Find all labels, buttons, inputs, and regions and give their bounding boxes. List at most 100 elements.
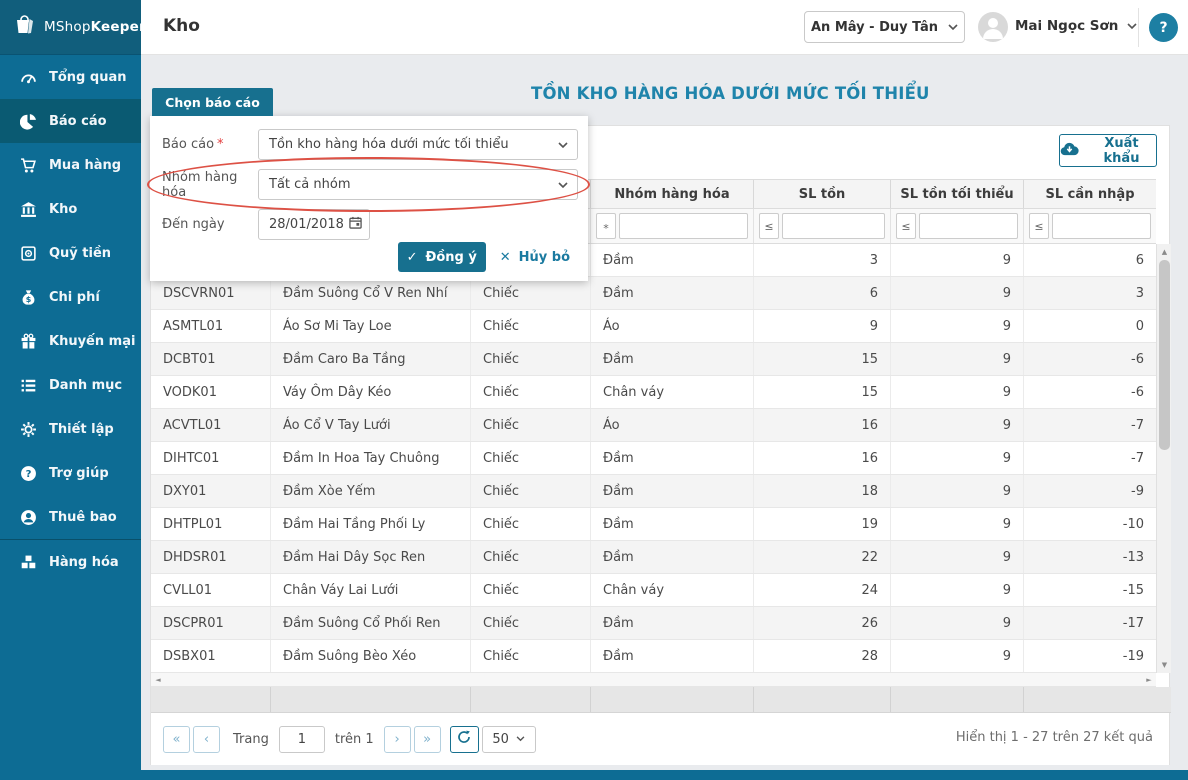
page-number-input[interactable]	[279, 726, 325, 753]
bottom-accent-strip	[0, 770, 1188, 780]
table-row[interactable]: VODK01 Váy Ôm Dây Kéo Chiếc Chân váy 15 …	[151, 376, 1156, 409]
refresh-button[interactable]	[450, 726, 479, 753]
confirm-button[interactable]: ✓ Đồng ý	[398, 242, 486, 272]
table-row[interactable]: DCBT01 Đầm Caro Ba Tầng Chiếc Đầm 15 9 -…	[151, 343, 1156, 376]
cell-need: 6	[1024, 244, 1156, 276]
scroll-left-icon[interactable]: ◄	[151, 673, 165, 687]
filter-operator-button[interactable]: ≤	[896, 213, 916, 239]
vertical-scroll-thumb[interactable]	[1159, 260, 1170, 450]
cell-name: Váy Ôm Dây Kéo	[271, 376, 471, 408]
user-avatar[interactable]	[978, 12, 1008, 42]
cell-group: Đầm	[591, 442, 754, 474]
sidebar-item-danh-muc[interactable]: Danh mục	[0, 363, 141, 407]
col-header-need[interactable]: SL cần nhập	[1024, 180, 1156, 208]
cell-stock: 9	[754, 310, 891, 342]
cell-need: -19	[1024, 640, 1156, 672]
store-selector-dropdown[interactable]: An Mây - Duy Tân	[804, 11, 965, 43]
sidebar-item-thiet-lap[interactable]: Thiết lập	[0, 407, 141, 451]
sidebar-item-thue-bao[interactable]: Thuê bao	[0, 495, 141, 539]
sidebar-item-kho[interactable]: Kho	[0, 187, 141, 231]
cell-code: DHDSR01	[151, 541, 271, 573]
table-row[interactable]: ACVTL01 Áo Cổ V Tay Lưới Chiếc Áo 16 9 -…	[151, 409, 1156, 442]
table-row[interactable]: CVLL01 Chân Váy Lai Lưới Chiếc Chân váy …	[151, 574, 1156, 607]
sidebar-item-label: Khuyến mại	[49, 334, 135, 349]
cell-code: ACVTL01	[151, 409, 271, 441]
sidebar-item-mua-hang[interactable]: Mua hàng	[0, 143, 141, 187]
chevron-down-icon	[1127, 23, 1137, 30]
svg-text:$: $	[26, 294, 32, 303]
col-header-group[interactable]: Nhóm hàng hóa	[591, 180, 754, 208]
sidebar-item-hang-hoa[interactable]: Hàng hóa	[0, 540, 141, 584]
cell-unit: Chiếc	[471, 442, 591, 474]
user-menu[interactable]: Mai Ngọc Sơn	[1015, 18, 1137, 34]
cell-group: Áo	[591, 409, 754, 441]
cell-need: -6	[1024, 343, 1156, 375]
last-page-button[interactable]: »	[414, 726, 441, 753]
sidebar-item-khuyen-mai[interactable]: Khuyến mại	[0, 319, 141, 363]
cell-min-stock: 9	[891, 409, 1024, 441]
table-row[interactable]: DSCVRN01 Đầm Suông Cổ V Ren Nhí Chiếc Đầ…	[151, 277, 1156, 310]
table-row[interactable]: DSBX01 Đầm Suông Bèo Xéo Chiếc Đầm 28 9 …	[151, 640, 1156, 673]
store-name: An Mây - Duy Tân	[811, 20, 938, 35]
chevron-down-icon	[948, 24, 958, 31]
filter-operator-button[interactable]: ≤	[759, 213, 779, 239]
cell-min-stock: 9	[891, 640, 1024, 672]
cell-unit: Chiếc	[471, 607, 591, 639]
first-page-button[interactable]: «	[163, 726, 190, 753]
filter-input-stock[interactable]	[782, 213, 885, 239]
choose-report-button[interactable]: Chọn báo cáo	[152, 88, 273, 116]
table-row[interactable]: DIHTC01 Đầm In Hoa Tay Chuông Chiếc Đầm …	[151, 442, 1156, 475]
filter-operator-button[interactable]: *	[596, 213, 616, 239]
cell-need: -10	[1024, 508, 1156, 540]
report-title: TỒN KHO HÀNG HÓA DƯỚI MỨC TỐI THIỂU	[531, 84, 930, 103]
next-page-button[interactable]: ›	[384, 726, 411, 753]
filter-input-need[interactable]	[1052, 213, 1151, 239]
prev-page-button[interactable]: ‹	[193, 726, 220, 753]
cancel-button[interactable]: ✕ Hủy bỏ	[500, 250, 570, 265]
dashboard-gauge-icon	[20, 69, 37, 86]
export-button[interactable]: Xuất khẩu	[1059, 134, 1157, 167]
cell-unit: Chiếc	[471, 640, 591, 672]
cell-min-stock: 9	[891, 244, 1024, 276]
export-label: Xuất khẩu	[1087, 136, 1156, 166]
filter-operator-button[interactable]: ≤	[1029, 213, 1049, 239]
help-button[interactable]: ?	[1149, 13, 1178, 42]
table-row[interactable]: DHDSR01 Đầm Hai Dây Sọc Ren Chiếc Đầm 22…	[151, 541, 1156, 574]
scroll-up-icon[interactable]: ▲	[1157, 245, 1172, 259]
sidebar-item-label: Thiết lập	[49, 422, 114, 437]
grid-body: Đầm 3 9 6 DSCVRN01 Đầm Suông Cổ V Ren Nh…	[151, 244, 1156, 673]
table-row[interactable]: DSCPR01 Đầm Suông Cổ Phối Ren Chiếc Đầm …	[151, 607, 1156, 640]
app-logo[interactable]: MShopKeeper	[0, 0, 141, 55]
filter-input-group[interactable]	[619, 213, 748, 239]
cell-code: CVLL01	[151, 574, 271, 606]
col-header-stock[interactable]: SL tồn	[754, 180, 891, 208]
sidebar-item-chi-phi[interactable]: $ Chi phí	[0, 275, 141, 319]
cell-name: Đầm Caro Ba Tầng	[271, 343, 471, 375]
cell-name: Đầm Suông Bèo Xéo	[271, 640, 471, 672]
vertical-scrollbar[interactable]: ▲ ▼	[1156, 244, 1171, 673]
cell-stock: 18	[754, 475, 891, 507]
date-input[interactable]: 28/01/2018	[258, 209, 370, 240]
report-select[interactable]: Tồn kho hàng hóa dưới mức tối thiểu	[258, 129, 578, 160]
top-header: Kho An Mây - Duy Tân Mai Ngọc Sơn ?	[141, 0, 1188, 55]
sidebar-item-quy-tien[interactable]: Quỹ tiền	[0, 231, 141, 275]
table-row[interactable]: DHTPL01 Đầm Hai Tầng Phối Ly Chiếc Đầm 1…	[151, 508, 1156, 541]
group-select[interactable]: Tất cả nhóm	[258, 169, 578, 200]
table-row[interactable]: DXY01 Đầm Xòe Yếm Chiếc Đầm 18 9 -9	[151, 475, 1156, 508]
scroll-down-icon[interactable]: ▼	[1157, 658, 1172, 672]
sidebar-item-label: Thuê bao	[49, 510, 117, 525]
cell-code: DSCVRN01	[151, 277, 271, 309]
page-size-select[interactable]: 50	[482, 726, 536, 753]
cell-unit: Chiếc	[471, 277, 591, 309]
cell-min-stock: 9	[891, 475, 1024, 507]
sidebar-item-tong-quan[interactable]: Tổng quan	[0, 55, 141, 99]
scroll-right-icon[interactable]: ►	[1142, 673, 1156, 687]
report-field-label: Báo cáo*	[162, 137, 258, 152]
horizontal-scrollbar[interactable]: ◄ ►	[151, 673, 1156, 687]
table-row[interactable]: ASMTL01 Áo Sơ Mi Tay Loe Chiếc Áo 9 9 0	[151, 310, 1156, 343]
sidebar-item-bao-cao[interactable]: Báo cáo	[0, 99, 141, 143]
col-header-min-stock[interactable]: SL tồn tối thiểu	[891, 180, 1024, 208]
brand-name: MShopKeeper	[44, 19, 146, 35]
sidebar-item-tro-giup[interactable]: ? Trợ giúp	[0, 451, 141, 495]
filter-input-min-stock[interactable]	[919, 213, 1018, 239]
